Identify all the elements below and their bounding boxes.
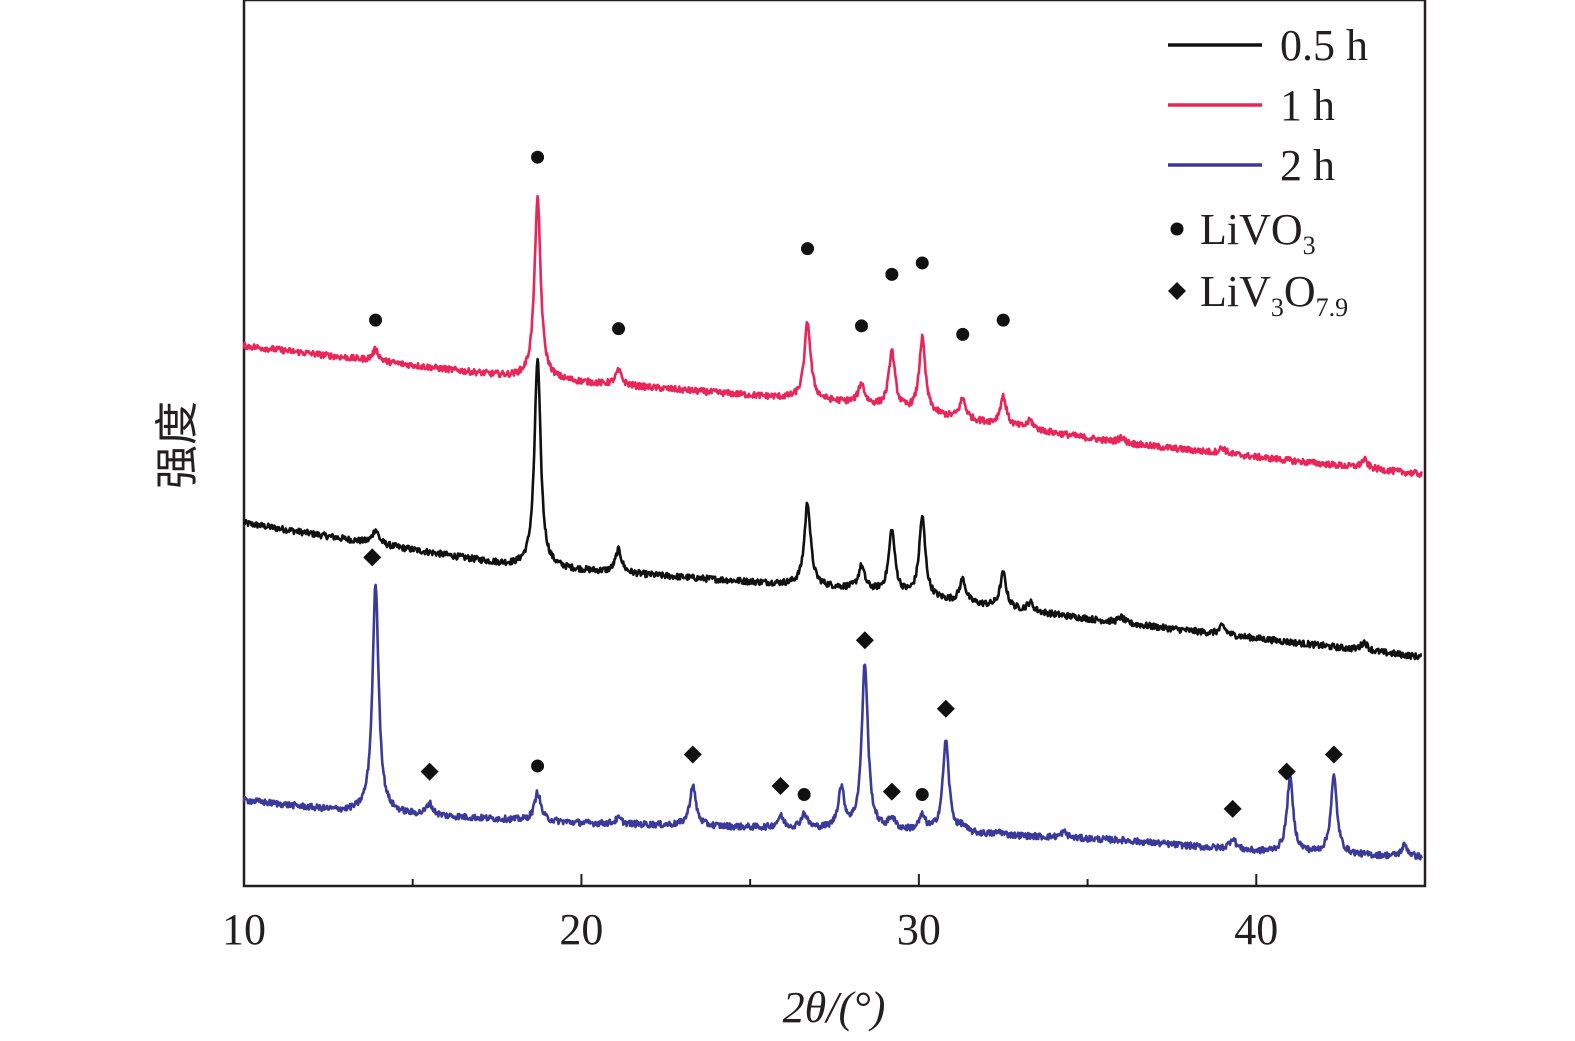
x-axis-title: 2θ/(°) <box>783 983 886 1032</box>
legend-label-livo3: LiVO3 <box>1200 205 1316 260</box>
livo3-marker <box>956 327 970 341</box>
livo3-marker <box>801 242 815 256</box>
series-layer <box>242 194 1423 861</box>
liv3o79-marker <box>1277 762 1296 781</box>
x-tick-label: 40 <box>1234 905 1278 954</box>
legend: 0.5 h 1 h 2 h LiVO3 LiV3O7.9 <box>1168 21 1368 322</box>
series-line-1h <box>242 194 1423 478</box>
livo3-marker <box>531 150 545 164</box>
liv3o79-marker <box>683 745 702 764</box>
liv3o79-marker <box>363 548 382 567</box>
legend-label-0: 0.5 h <box>1280 21 1368 70</box>
livo3-marker <box>885 267 899 281</box>
legend-label-2: 2 h <box>1280 141 1335 190</box>
tick-layer: 10 20 30 40 <box>222 874 1426 954</box>
marker-layer <box>363 150 1343 818</box>
plot-frame <box>242 0 1427 888</box>
x-tick-label: 20 <box>559 905 603 954</box>
livo3-marker <box>531 759 545 773</box>
legend-circle-swatch <box>1170 222 1184 236</box>
liv3o79-marker <box>771 776 790 795</box>
liv3o79-marker <box>420 762 439 781</box>
livo3-marker <box>854 319 868 333</box>
series-line-0-5h <box>242 357 1423 661</box>
legend-diamond-swatch <box>1168 282 1186 300</box>
livo3-marker <box>996 313 1010 327</box>
series-line-2h <box>242 583 1423 861</box>
livo3-marker <box>612 322 626 336</box>
y-axis-title: 强度 <box>153 401 202 489</box>
liv3o79-marker <box>855 631 874 650</box>
legend-label-1: 1 h <box>1280 81 1335 130</box>
livo3-marker <box>915 788 929 802</box>
livo3-marker <box>797 788 811 802</box>
x-tick-label: 10 <box>222 905 266 954</box>
legend-label-liv3o79: LiV3O7.9 <box>1200 267 1348 322</box>
liv3o79-marker <box>936 699 955 718</box>
x-tick-label: 30 <box>897 905 941 954</box>
livo3-marker <box>915 256 929 270</box>
liv3o79-marker <box>882 782 901 801</box>
liv3o79-marker <box>1223 799 1242 818</box>
livo3-marker <box>369 313 383 327</box>
liv3o79-marker <box>1324 745 1343 764</box>
